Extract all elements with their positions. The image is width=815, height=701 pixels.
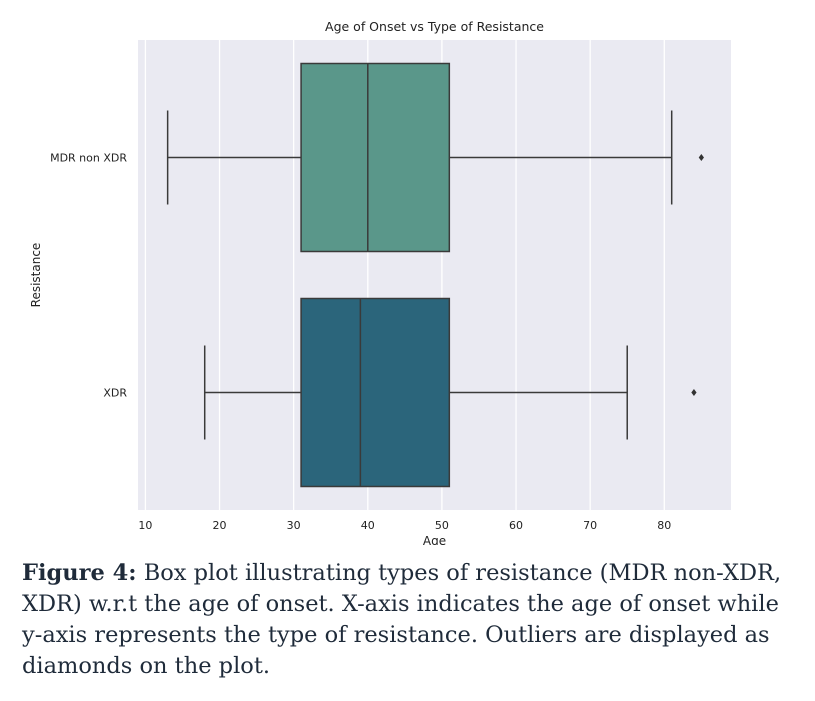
x-tick-label-40: 40 xyxy=(361,519,375,532)
y-axis-label: Resistance xyxy=(29,243,43,308)
x-axis-label: Age xyxy=(423,534,446,545)
x-tick-label-80: 80 xyxy=(657,519,671,532)
boxes-layer xyxy=(166,62,704,488)
outlier-mdr-non-xdr-0 xyxy=(698,154,704,161)
x-tick-label-30: 30 xyxy=(287,519,301,532)
y-tick-label-mdr-non-xdr: MDR non XDR xyxy=(50,152,127,165)
figure-caption: Figure 4: Box plot illustrating types of… xyxy=(22,558,802,682)
iqr-box-xdr xyxy=(300,297,451,488)
x-tick-label-50: 50 xyxy=(435,519,449,532)
chart-title: Age of Onset vs Type of Resistance xyxy=(325,19,544,34)
box-mdr-non-xdr xyxy=(166,62,704,253)
outlier-xdr-0 xyxy=(691,389,697,396)
box-xdr xyxy=(203,297,697,488)
x-tick-labels: 10 20 30 40 50 60 70 80 xyxy=(138,519,671,532)
y-tick-label-xdr: XDR xyxy=(103,387,127,400)
y-tick-labels: MDR non XDR XDR xyxy=(50,152,127,400)
x-tick-label-70: 70 xyxy=(583,519,597,532)
x-tick-label-10: 10 xyxy=(138,519,152,532)
figure-caption-label: Figure 4: xyxy=(22,560,137,586)
figure-caption-text: Box plot illustrating types of resistanc… xyxy=(22,560,782,679)
iqr-box-mdr-non-xdr xyxy=(300,62,451,253)
x-tick-label-60: 60 xyxy=(509,519,523,532)
box-plot-chart: 10 20 30 40 50 60 70 80 MDR non XDR XDR Age of O… xyxy=(29,19,731,545)
x-tick-label-20: 20 xyxy=(213,519,227,532)
